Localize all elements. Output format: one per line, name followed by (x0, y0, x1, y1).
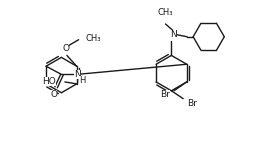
Text: O: O (62, 44, 69, 53)
Text: N: N (74, 70, 81, 79)
Text: H: H (79, 76, 86, 85)
Text: Br: Br (187, 99, 197, 108)
Text: O: O (50, 90, 57, 99)
Text: CH₃: CH₃ (86, 34, 101, 43)
Text: N: N (170, 30, 177, 39)
Text: CH₃: CH₃ (158, 8, 173, 17)
Text: Br: Br (160, 90, 170, 99)
Text: HO: HO (42, 77, 56, 87)
